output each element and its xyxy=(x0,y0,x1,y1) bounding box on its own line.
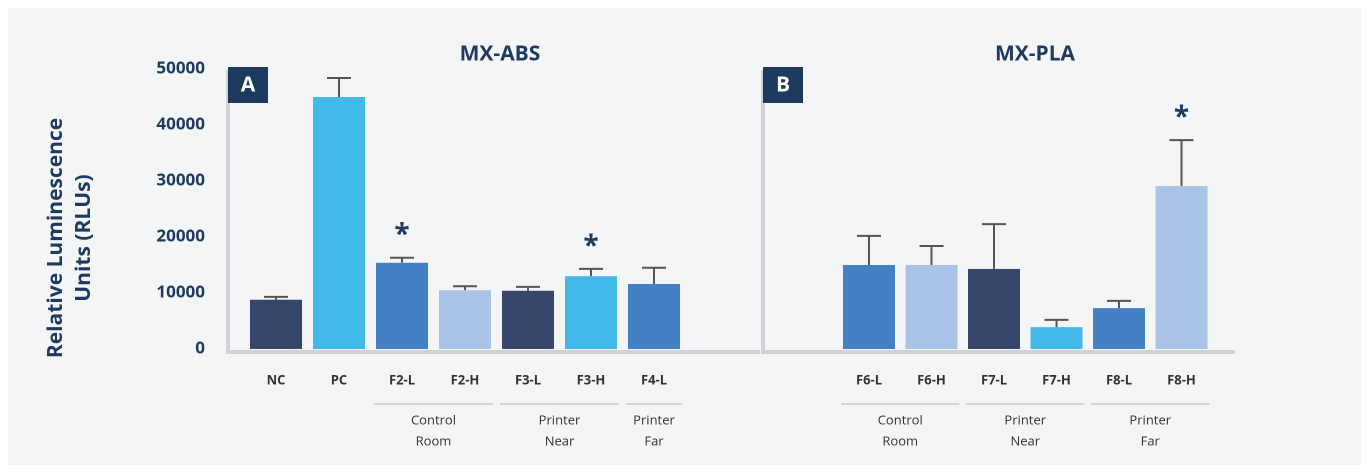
x-tick-label: F3-H xyxy=(577,370,606,388)
bar xyxy=(968,268,1020,349)
bar xyxy=(439,290,491,349)
x-tick-label: PC xyxy=(331,370,347,388)
bar xyxy=(313,97,365,349)
y-tick-label: 10000 xyxy=(156,280,205,303)
x-tick-label: F8-L xyxy=(1106,370,1132,388)
y-axis-label-line: Units (RLUs) xyxy=(69,174,97,301)
bar xyxy=(565,276,617,349)
x-tick-label: F2-H xyxy=(451,370,480,388)
panel-label: B xyxy=(776,71,790,99)
group-label: Near xyxy=(1010,431,1040,449)
group-label: Room xyxy=(882,431,918,449)
bar xyxy=(628,284,680,349)
bar xyxy=(1030,327,1083,349)
panel-label: A xyxy=(241,71,256,99)
y-axis-label-line: Relative Luminescence xyxy=(41,118,69,358)
significance-marker: * xyxy=(583,225,598,263)
panel-label-box xyxy=(228,67,268,103)
bar xyxy=(905,265,958,349)
group-label: Far xyxy=(644,431,664,449)
group-label: Control xyxy=(878,410,923,428)
y-axis-label: Relative LuminescenceUnits (RLUs) xyxy=(41,118,97,358)
x-tick-label: F2-L xyxy=(389,370,415,388)
y-tick-label: 20000 xyxy=(156,224,205,247)
x-tick-label: F3-L xyxy=(515,370,541,388)
bar xyxy=(843,265,895,349)
x-tick-label: F6-L xyxy=(856,370,882,388)
group-label: Printer xyxy=(1004,410,1046,428)
group-label: Far xyxy=(1141,431,1161,449)
group-label: Control xyxy=(411,410,456,428)
panel-label-box xyxy=(763,67,803,103)
x-tick-label: F7-H xyxy=(1042,370,1071,388)
group-label: Printer xyxy=(539,410,581,428)
x-tick-label: F7-L xyxy=(981,370,1007,388)
chart-title: MX-ABS xyxy=(460,40,541,68)
group-label: Near xyxy=(545,431,575,449)
significance-marker: * xyxy=(394,214,409,252)
y-tick-label: 0 xyxy=(195,336,205,359)
y-tick-label: 40000 xyxy=(156,112,205,135)
group-label: Room xyxy=(416,431,452,449)
chart-title: MX-PLA xyxy=(995,40,1076,68)
bar xyxy=(376,262,428,349)
bar xyxy=(502,290,554,349)
bar xyxy=(1093,308,1145,349)
y-tick-label: 50000 xyxy=(156,56,205,79)
group-label: Printer xyxy=(1129,410,1171,428)
group-label: Printer xyxy=(633,410,675,428)
significance-marker: * xyxy=(1174,97,1189,135)
y-tick-label: 30000 xyxy=(156,168,205,191)
x-tick-label: NC xyxy=(267,370,286,388)
bar xyxy=(250,299,302,349)
bar xyxy=(1155,186,1208,349)
x-tick-label: F8-H xyxy=(1167,370,1196,388)
x-tick-label: F6-H xyxy=(917,370,946,388)
x-tick-label: F4-L xyxy=(641,370,667,388)
